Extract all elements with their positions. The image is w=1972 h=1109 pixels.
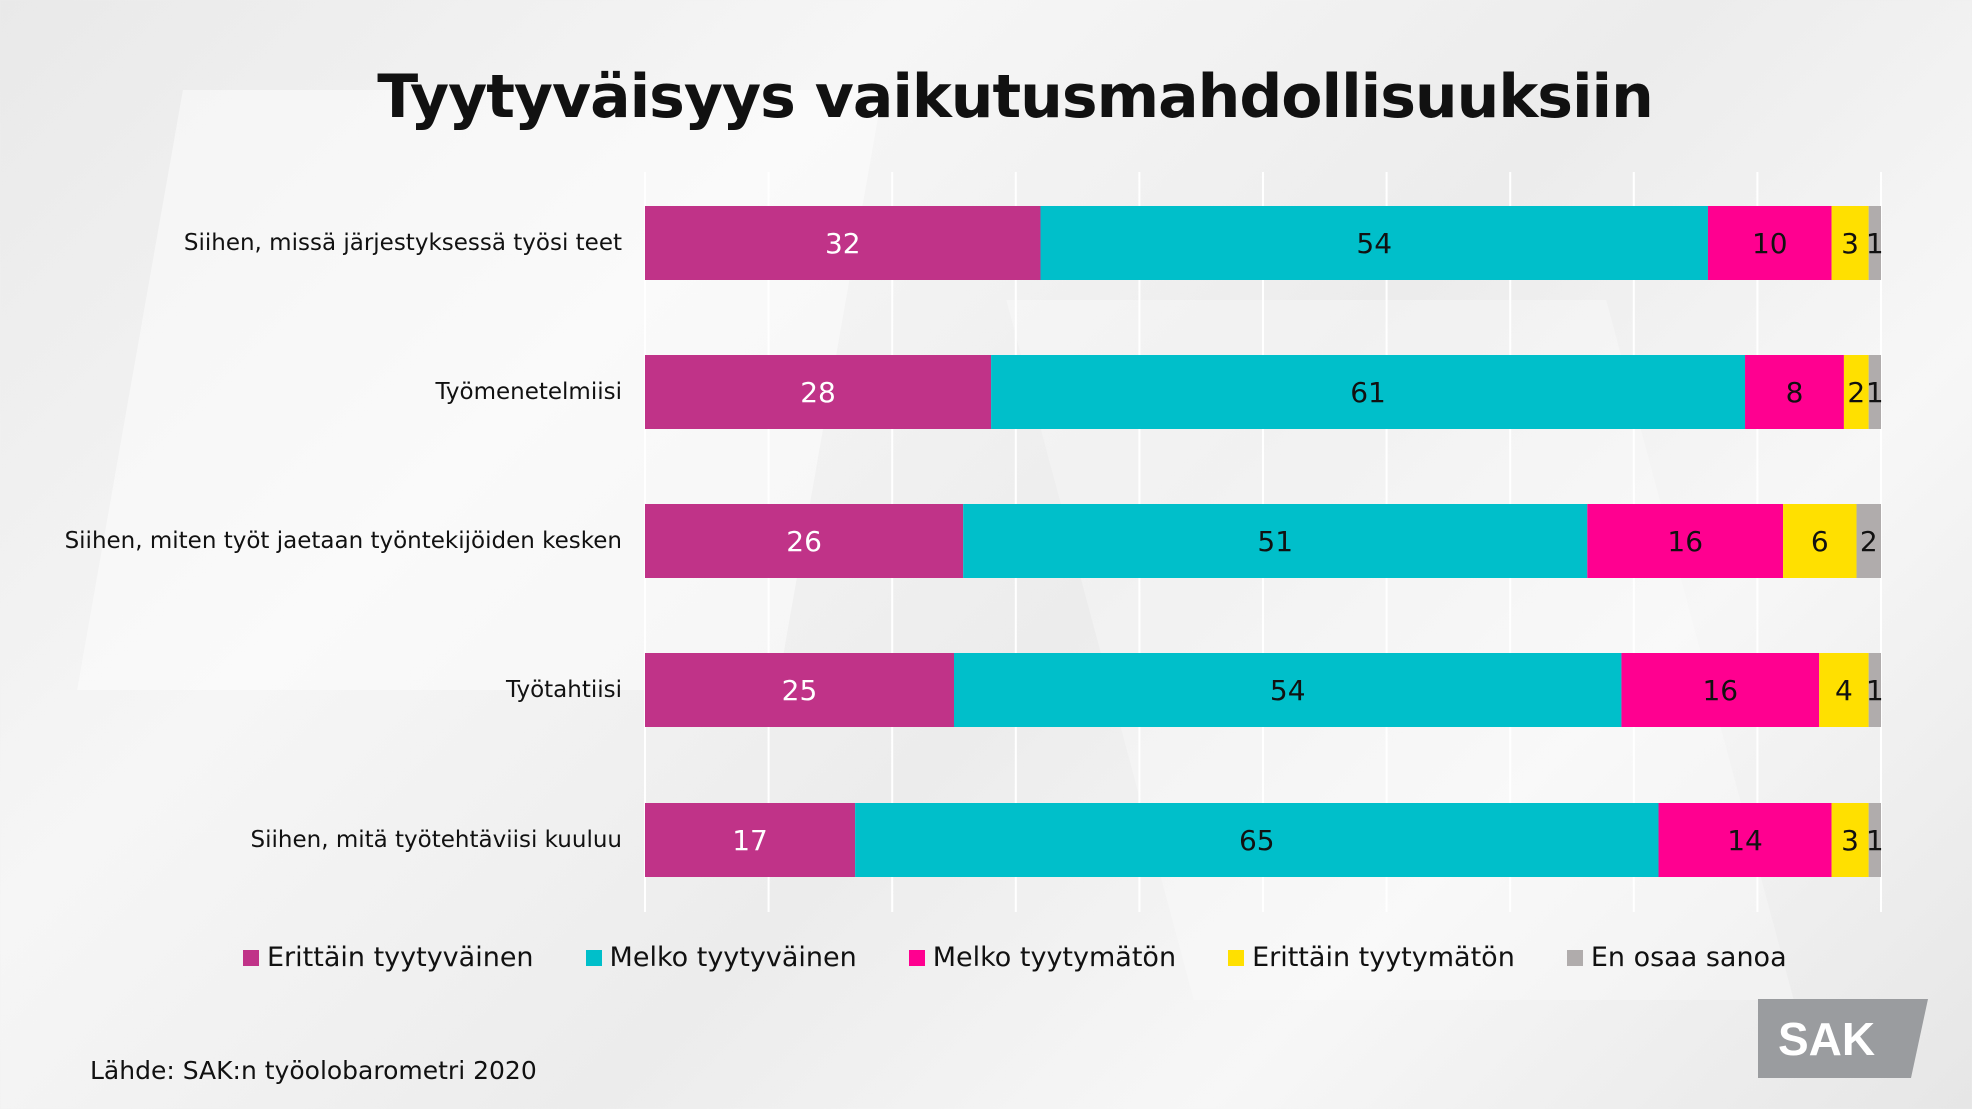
category-label: Siihen, mitä työtehtäviisi kuuluu — [250, 827, 622, 853]
legend: Erittäin tyytyväinen Melko tyytyväinen Mel… — [243, 942, 1839, 973]
bar-segment — [855, 803, 1659, 877]
data-label: 1 — [1866, 376, 1884, 409]
bar-segment — [1843, 355, 1869, 429]
bar-segment — [1587, 504, 1784, 578]
bar-segment — [1040, 206, 1708, 280]
legend-swatch — [1228, 949, 1245, 966]
legend-label: Melko tyytymätön — [932, 942, 1177, 973]
data-label: 54 — [1356, 227, 1392, 260]
data-label: 16 — [1702, 674, 1738, 707]
data-label: 1 — [1866, 824, 1884, 857]
bar-segment — [1707, 206, 1832, 280]
data-label: 3 — [1841, 824, 1859, 857]
data-label: 4 — [1835, 674, 1853, 707]
bar-segment — [1868, 355, 1881, 429]
legend-item: Erittäin tyytyväinen — [243, 942, 534, 973]
data-label: 1 — [1866, 674, 1884, 707]
bar-segment — [1831, 206, 1869, 280]
svg-text:SAK: SAK — [1778, 1013, 1875, 1065]
data-label: 3 — [1841, 227, 1859, 260]
data-label: 10 — [1752, 227, 1788, 260]
bar-segment — [963, 504, 1588, 578]
legend-label: Erittäin tyytyväinen — [267, 942, 534, 973]
bar-segment — [645, 504, 964, 578]
legend-swatch — [585, 949, 602, 966]
bar-segment — [1819, 653, 1869, 727]
data-label: 14 — [1727, 824, 1763, 857]
category-label: Työmenetelmiisi — [435, 379, 622, 405]
legend-label: Melko tyytyväinen — [609, 942, 857, 973]
data-label: 28 — [800, 376, 836, 409]
bar-segment — [1868, 803, 1881, 877]
data-label: 61 — [1350, 376, 1386, 409]
legend-swatch — [908, 949, 925, 966]
bar-segment — [1783, 504, 1857, 578]
data-label: 16 — [1667, 525, 1703, 558]
data-label: 65 — [1239, 824, 1275, 857]
legend-swatch — [1566, 949, 1583, 966]
bar-segment — [1745, 355, 1844, 429]
bar-segment — [954, 653, 1622, 727]
legend-label: En osaa sanoa — [1590, 942, 1787, 973]
data-label: 17 — [732, 824, 768, 857]
data-label: 26 — [786, 525, 822, 558]
legend-swatch — [243, 949, 259, 966]
bar-segment — [1856, 504, 1881, 578]
bar-segment — [1868, 206, 1881, 280]
bar-segment — [1621, 653, 1820, 727]
data-label: 1 — [1866, 227, 1884, 260]
bar-segment — [1658, 803, 1832, 877]
data-label: 6 — [1811, 525, 1829, 558]
legend-item: Erittäin tyytymätön — [1228, 942, 1515, 973]
data-label: 8 — [1786, 376, 1804, 409]
legend-item: Melko tyytymätön — [908, 942, 1177, 973]
data-label: 32 — [825, 227, 861, 260]
chart-title: Tyytyväisyys vaikutusmahdollisuuksiin — [377, 62, 1654, 132]
source-note: Lähde: SAK:n työolobarometri 2020 — [90, 1056, 537, 1085]
legend-label: Erittäin tyytymätön — [1252, 942, 1515, 973]
bar-segment — [991, 355, 1746, 429]
legend-item: Melko tyytyväinen — [585, 942, 857, 973]
bar-segment — [1868, 653, 1881, 727]
bar-segment — [645, 653, 954, 727]
sak-logo: SAK — [1758, 999, 1928, 1078]
bar-segment — [1831, 803, 1869, 877]
bar-segment — [645, 803, 856, 877]
bar-segment — [645, 355, 992, 429]
bar-segment — [645, 206, 1041, 280]
data-label: 2 — [1847, 376, 1865, 409]
data-label: 54 — [1270, 674, 1306, 707]
category-label: Siihen, miten työt jaetaan työntekijöide… — [64, 528, 622, 554]
data-label: 51 — [1257, 525, 1293, 558]
data-label: 2 — [1860, 525, 1878, 558]
legend-item: En osaa sanoa — [1566, 942, 1787, 973]
data-label: 25 — [782, 674, 818, 707]
category-label: Työtahtiisi — [505, 677, 622, 703]
category-label: Siihen, missä järjestyksessä työsi teet — [183, 230, 622, 256]
